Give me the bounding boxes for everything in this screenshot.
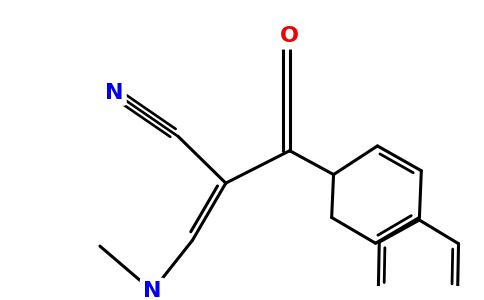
Text: N: N [143,281,162,300]
Text: O: O [280,26,299,46]
Text: N: N [105,82,123,103]
